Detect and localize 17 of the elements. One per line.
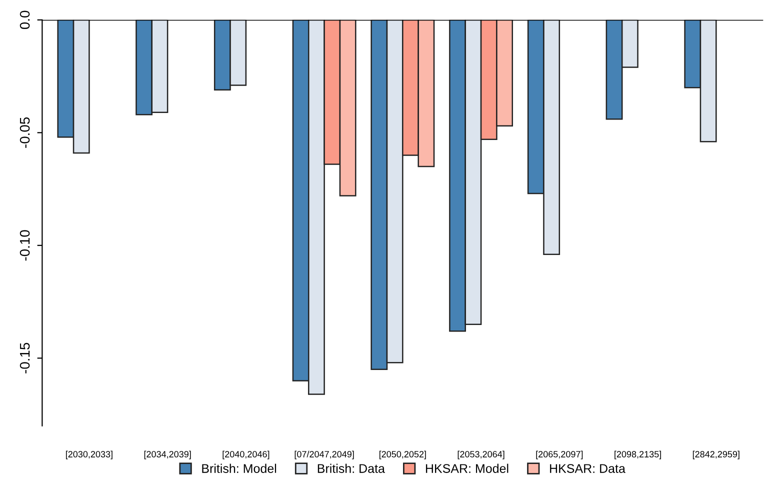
x-tick-label: [2030,2033] (66, 450, 112, 460)
legend-label: British: Data (318, 464, 385, 473)
legend-label: British: Model (202, 464, 276, 473)
y-tick-label: -0.10 (20, 230, 30, 261)
x-tick-label: [2053,2064] (458, 450, 504, 460)
x-tick-label: [2098,2135] (614, 450, 661, 460)
x-tick-label: [2034,2039] (144, 450, 191, 460)
y-tick-label: -0.15 (20, 342, 30, 374)
x-tick-label: [2065,2097] (536, 450, 583, 460)
y-tick-label: 0.0 (20, 10, 30, 30)
y-tick-label: -0.05 (20, 117, 30, 148)
x-tick-label: [2040,2046] (222, 450, 270, 460)
x-tick-label: [2050,2052] (379, 450, 426, 460)
legend-label: HKSAR: Data (550, 464, 626, 473)
x-tick-label: [2842,2959] (692, 450, 740, 460)
x-tick-label: [07/2047,2049] (294, 450, 354, 460)
legend-label: HKSAR: Model (426, 464, 508, 473)
